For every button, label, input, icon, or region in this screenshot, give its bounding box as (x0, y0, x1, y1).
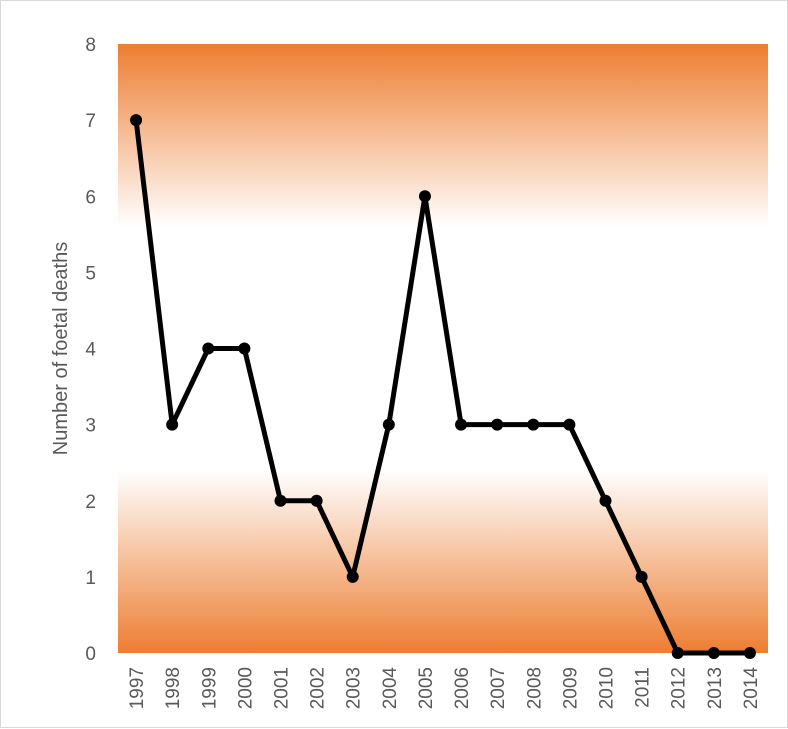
x-tick-label: 2011 (633, 667, 654, 708)
x-tick-label: 2007 (488, 667, 509, 709)
data-point (455, 418, 468, 431)
y-tick-label: 0 (85, 644, 96, 665)
series-layer (130, 114, 756, 659)
data-point (130, 114, 143, 127)
series-line (133, 119, 750, 656)
x-tick-label: 2002 (308, 667, 329, 709)
x-tick-label: 2014 (741, 667, 762, 710)
data-point (166, 418, 179, 431)
x-tick-label: 2006 (452, 667, 473, 709)
data-point (527, 418, 540, 431)
x-tick-label: 2000 (235, 667, 256, 709)
data-point (382, 418, 395, 431)
y-axis-title: Number of foetal deaths (50, 242, 72, 455)
x-tick-label: 2013 (705, 667, 726, 709)
data-point (274, 494, 287, 507)
x-tick-label: 2010 (597, 667, 618, 709)
data-point (346, 570, 359, 583)
x-tick-label: 2003 (344, 667, 365, 709)
data-point (202, 342, 215, 355)
x-tick-label: 2012 (669, 667, 690, 709)
data-point (310, 494, 323, 507)
data-point (491, 418, 504, 431)
x-tick-label: 2009 (560, 667, 581, 709)
y-tick-label: 8 (85, 35, 96, 56)
data-point (599, 494, 612, 507)
x-tick-label: 2005 (416, 667, 437, 709)
y-tick-label: 7 (85, 111, 96, 132)
data-point (707, 647, 720, 659)
x-axis-tick-labels: 1997 1998 1999 2000 2001 2002 2003 2004 2005 2006… (127, 667, 762, 710)
data-point (418, 190, 431, 203)
y-tick-label: 3 (85, 416, 96, 437)
x-tick-label: 2001 (272, 667, 293, 709)
y-tick-label: 1 (85, 568, 96, 589)
x-tick-label: 1997 (127, 667, 148, 709)
y-tick-label: 4 (85, 340, 96, 361)
y-tick-label: 2 (85, 492, 96, 513)
x-tick-label: 2008 (524, 667, 545, 709)
y-axis-tick-labels: 0 1 2 3 4 5 6 7 8 (85, 35, 96, 665)
x-tick-label: 2004 (380, 667, 401, 710)
y-tick-label: 5 (85, 263, 96, 284)
data-point (563, 418, 576, 431)
data-point (743, 647, 756, 659)
data-point (671, 647, 684, 659)
x-tick-label: 1998 (163, 667, 184, 709)
x-tick-label: 1999 (199, 667, 220, 709)
data-point (238, 342, 251, 355)
data-point (635, 570, 648, 583)
y-tick-label: 6 (85, 187, 96, 208)
